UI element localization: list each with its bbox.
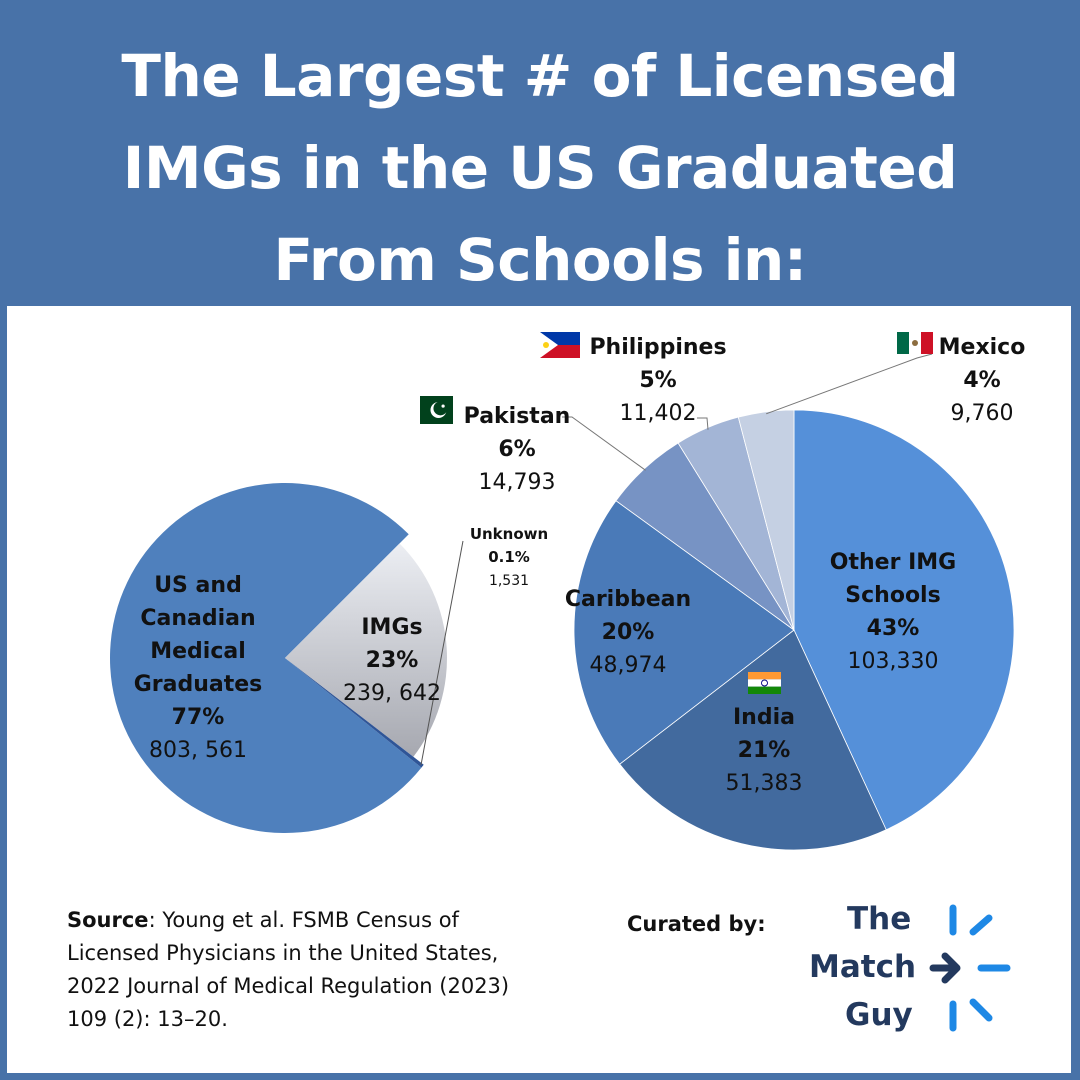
leader-line-philippines: [697, 417, 709, 430]
percent-imgs: 23%: [366, 648, 419, 673]
source-citation: Source: Young et al. FSMB Census of Lice…: [67, 904, 537, 1036]
leader-line-mexico: [766, 353, 933, 415]
mexico-flag: [897, 332, 933, 354]
count-india: 51,383: [726, 771, 803, 796]
label-us-and-canadian: Graduates: [134, 672, 263, 697]
pakistan-flag: [420, 396, 453, 424]
pie-slice-india: [619, 629, 887, 851]
pie-labels: US and Canadian Medical Graduates 77% 803, 56…: [134, 332, 1026, 796]
pie-slice-us-and-canadian: [109, 483, 422, 834]
label-other-img-schools: Schools: [845, 583, 940, 608]
count-other-img-schools: 103,330: [848, 649, 939, 674]
label-caribbean: Caribbean: [565, 587, 691, 612]
count-us-and-canadian: 803, 561: [149, 738, 247, 763]
pie-slice-unknown: [285, 658, 424, 768]
percent-us-and-canadian: 77%: [172, 705, 225, 730]
label-us-and-canadian: US and: [154, 573, 242, 598]
percent-pakistan: 6%: [498, 437, 535, 462]
percent-caribbean: 20%: [602, 620, 655, 645]
leader-line-unknown: [420, 540, 464, 766]
leader-line-pakistan: [562, 416, 646, 471]
pie-chart-img-breakdown: [562, 353, 1015, 851]
label-india: India: [733, 705, 795, 730]
label-us-and-canadian: Medical: [150, 639, 246, 664]
logo-line: The: [847, 901, 912, 937]
page-title: The Largest # of Licensed IMGs in the US…: [0, 30, 1080, 306]
curated-by-label: Curated by:: [627, 912, 766, 936]
count-philippines: 11,402: [620, 401, 697, 426]
charts-svg: US and Canadian Medical Graduates 77% 803, 56…: [109, 332, 1026, 851]
pie-slice-imgs: [285, 543, 447, 757]
india-flag: [748, 672, 781, 694]
percent-philippines: 5%: [639, 368, 676, 393]
label-mexico: Mexico: [939, 335, 1026, 360]
percent-mexico: 4%: [963, 368, 1000, 393]
pie-chart-overall: [109, 483, 464, 834]
percent-unknown: 0.1%: [488, 548, 530, 566]
count-caribbean: 48,974: [590, 653, 667, 678]
title-line: IMGs in the US Graduated: [122, 134, 958, 202]
arrow-burst-icon: [929, 904, 1011, 1032]
count-mexico: 9,760: [951, 401, 1014, 426]
philippines-flag: [540, 332, 580, 358]
source-label: Source: [67, 908, 149, 932]
pie-slice-mexico: [737, 409, 795, 631]
count-imgs: 239, 642: [343, 681, 441, 706]
chart-panel: US and Canadian Medical Graduates 77% 803, 56…: [7, 306, 1071, 1073]
title-line: From Schools in:: [273, 226, 807, 294]
source-text: : Young et al. FSMB Census of Licensed P…: [67, 908, 510, 1031]
label-pakistan: Pakistan: [464, 404, 571, 429]
percent-other-img-schools: 43%: [867, 616, 920, 641]
logo-line: Guy: [845, 997, 913, 1033]
label-imgs: IMGs: [361, 615, 422, 640]
count-unknown: 1,531: [489, 573, 529, 589]
label-other-img-schools: Other IMG: [830, 550, 956, 575]
percent-india: 21%: [738, 738, 791, 763]
label-philippines: Philippines: [589, 335, 726, 360]
label-unknown: Unknown: [470, 525, 548, 543]
label-us-and-canadian: Canadian: [140, 606, 255, 631]
pie-slice-caribbean: [573, 500, 795, 765]
logo-line: Match: [809, 949, 917, 985]
pie-slice-other-img: [793, 409, 1015, 831]
count-pakistan: 14,793: [479, 470, 556, 495]
title-line: The Largest # of Licensed: [121, 42, 959, 110]
